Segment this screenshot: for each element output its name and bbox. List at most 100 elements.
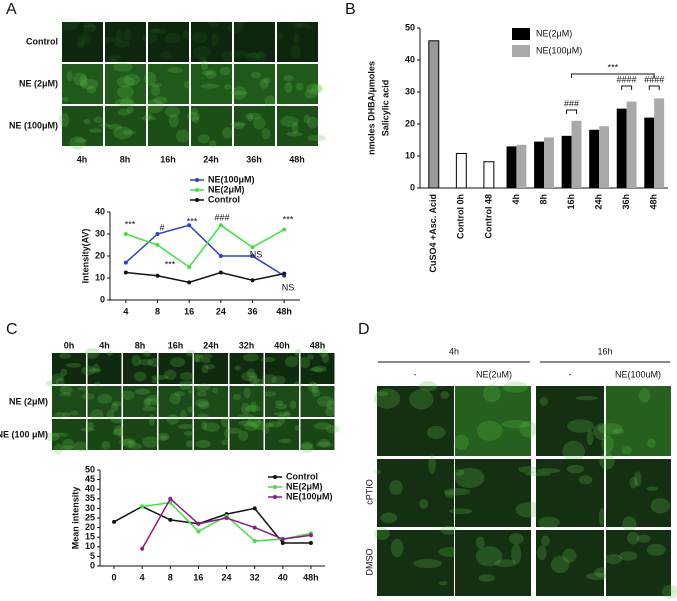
cell [203, 422, 220, 432]
cell [541, 535, 550, 547]
micrograph-bg [158, 386, 193, 417]
cell [123, 73, 140, 86]
cell [97, 393, 113, 404]
y-tick-label: 35 [85, 493, 95, 503]
legend-dot [273, 485, 277, 489]
cell [195, 439, 211, 449]
cell [121, 438, 137, 448]
bar [455, 152, 467, 189]
cell [627, 531, 640, 545]
micrograph-bg [606, 459, 671, 527]
cell [183, 431, 194, 436]
cell [426, 425, 446, 439]
cell [252, 378, 264, 387]
time-label: 4h [449, 346, 459, 356]
x-tick-label: 36h [621, 194, 631, 210]
x-tick-label: 8 [155, 306, 160, 316]
micrograph [142, 22, 194, 62]
x-tick-label: 24 [222, 572, 232, 582]
y-tick-label: 50 [405, 22, 415, 32]
cell [76, 35, 84, 49]
cell [524, 472, 552, 477]
cell [121, 390, 135, 400]
cell [118, 439, 134, 445]
cell [51, 432, 69, 437]
cell [179, 380, 194, 387]
cell [79, 78, 99, 90]
micrograph [82, 386, 122, 421]
y-tick-label: 30 [405, 86, 415, 96]
cell [511, 543, 522, 565]
cell [180, 371, 194, 381]
micrograph [157, 414, 195, 450]
cell [83, 118, 91, 125]
cell [230, 121, 247, 127]
cell [131, 355, 141, 367]
micrograph-bg [277, 22, 318, 62]
micrograph-bg [191, 106, 232, 146]
cell [475, 546, 503, 567]
micrograph-bg [277, 106, 318, 146]
cell [84, 348, 100, 359]
micrograph-bg [52, 419, 86, 450]
cell [219, 67, 231, 76]
micrograph-bg [158, 419, 193, 450]
cell [178, 423, 195, 430]
micrograph-bg [194, 353, 228, 384]
micrograph [118, 414, 159, 450]
cell [597, 422, 623, 435]
micrograph-bg [300, 353, 335, 384]
cell [116, 76, 135, 88]
micrograph-bg [234, 22, 275, 62]
cell [482, 384, 501, 403]
cell [256, 50, 266, 63]
cell [307, 134, 326, 142]
micrograph-bg [105, 64, 146, 104]
cell [508, 533, 524, 545]
cell [66, 71, 73, 82]
x-tick-label: 48h [649, 194, 659, 210]
cell [164, 32, 181, 44]
point [196, 521, 201, 526]
annotation: NS [250, 249, 263, 259]
cell [59, 392, 72, 397]
micrograph-bg [194, 386, 228, 417]
cell [300, 441, 313, 450]
cell [443, 488, 471, 496]
point [250, 245, 255, 250]
cell [175, 129, 190, 143]
cell [108, 54, 122, 61]
cell [232, 122, 245, 129]
micrograph [151, 349, 196, 387]
micrograph-bg [229, 386, 264, 417]
col-label: 48h [310, 340, 326, 350]
cell [201, 70, 214, 76]
annotation: *** [125, 219, 136, 229]
col-label: 24h [203, 154, 219, 164]
cell [250, 401, 257, 413]
point [280, 540, 285, 545]
cell [208, 19, 219, 27]
series-line [125, 224, 285, 277]
point [140, 546, 145, 551]
micrograph [261, 414, 302, 450]
micrograph-bg [234, 106, 275, 146]
cell [252, 420, 269, 431]
cell [537, 545, 547, 561]
cell [224, 83, 232, 90]
micrograph-bg [148, 64, 189, 104]
legend-label: NE(100μM) [286, 491, 333, 501]
cell [248, 375, 259, 385]
cell [101, 440, 111, 450]
micrograph [100, 22, 146, 65]
col-label: 32h [239, 340, 255, 350]
cell [312, 365, 327, 373]
point [155, 232, 160, 236]
micrograph-bg [87, 419, 122, 450]
micrograph-bg [62, 106, 103, 146]
bar [483, 161, 495, 189]
point [218, 223, 223, 228]
cell [294, 425, 302, 431]
bar [616, 108, 627, 188]
legend-swatch [512, 45, 530, 57]
